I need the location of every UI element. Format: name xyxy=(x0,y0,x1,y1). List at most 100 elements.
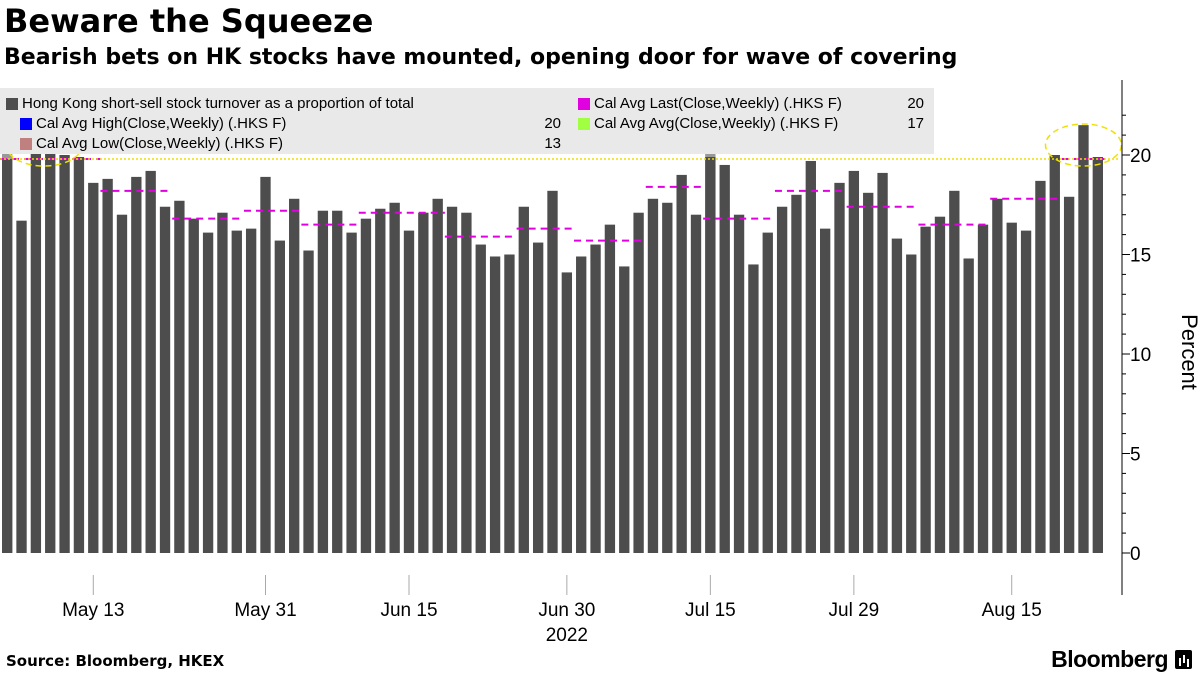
x-tick-label: Aug 15 xyxy=(982,600,1042,621)
bar xyxy=(202,232,214,554)
legend-label: Cal Avg Last(Close,Weekly) (.HKS F) xyxy=(594,95,842,112)
bar xyxy=(863,192,874,553)
bar xyxy=(131,176,142,553)
bar xyxy=(303,250,314,553)
bar xyxy=(217,212,228,553)
legend-item-avg-last: Cal Avg Last(Close,Weekly) (.HKS F) 20 xyxy=(578,94,928,114)
bar xyxy=(619,266,630,553)
bar xyxy=(1035,180,1046,553)
bar-series xyxy=(2,125,1103,554)
bar xyxy=(102,178,113,553)
bloomberg-terminal-icon xyxy=(1175,650,1192,669)
bar xyxy=(1063,196,1075,554)
bar xyxy=(676,174,687,553)
bar xyxy=(834,182,845,554)
bar xyxy=(360,218,372,553)
bar xyxy=(647,198,659,553)
bar xyxy=(532,242,544,553)
chart-title: Beware the Squeeze xyxy=(4,2,374,40)
y-tick-label: 0 xyxy=(1130,544,1141,565)
bar xyxy=(16,220,27,554)
x-tick-label: May 13 xyxy=(62,600,124,621)
bar xyxy=(762,232,773,554)
bar xyxy=(518,206,529,554)
bar xyxy=(576,256,587,553)
bar xyxy=(245,228,257,553)
bar xyxy=(59,155,70,553)
bar xyxy=(1078,125,1089,554)
legend-value: 20 xyxy=(544,115,561,132)
bar xyxy=(418,212,429,553)
legend-value: 17 xyxy=(907,115,924,132)
legend-swatch xyxy=(20,138,32,150)
legend-swatch xyxy=(20,118,32,130)
legend-swatch xyxy=(578,118,590,130)
bar xyxy=(159,206,171,554)
legend-value: 13 xyxy=(544,135,561,152)
bar xyxy=(289,198,300,553)
bar xyxy=(805,160,816,553)
x-tick-label: Jun 30 xyxy=(538,600,595,621)
bar xyxy=(116,214,128,553)
bar xyxy=(1006,222,1017,553)
bar xyxy=(188,218,199,553)
bar xyxy=(748,264,759,553)
bar xyxy=(819,228,831,553)
bar xyxy=(662,202,673,553)
bar xyxy=(633,212,644,553)
legend: Hong Kong short-sell stock turnover as a… xyxy=(0,88,934,154)
legend-label: Cal Avg Low(Close,Weekly) (.HKS F) xyxy=(36,135,284,152)
bar xyxy=(504,254,515,553)
legend-label: Cal Avg Avg(Close,Weekly) (.HKS F) xyxy=(594,115,839,132)
bar xyxy=(274,240,286,553)
bar xyxy=(977,224,989,553)
bar xyxy=(733,214,745,553)
bar xyxy=(332,210,343,553)
y-tick-label: 15 xyxy=(1130,246,1151,267)
bar-lower-part xyxy=(2,158,13,554)
legend-label: Cal Avg High(Close,Weekly) (.HKS F) xyxy=(36,115,287,132)
bar xyxy=(949,190,960,553)
bar xyxy=(317,210,329,553)
bar xyxy=(791,194,802,554)
bar xyxy=(906,254,917,553)
bar xyxy=(461,212,472,553)
x-tick-label: Jul 29 xyxy=(829,600,880,621)
bar xyxy=(992,198,1003,553)
bar xyxy=(547,190,558,553)
bar xyxy=(891,238,903,553)
bar xyxy=(877,172,888,553)
y-tick-label: 10 xyxy=(1130,345,1151,366)
bar xyxy=(690,214,702,553)
x-year-label: 2022 xyxy=(546,625,588,646)
legend-item-avg-high: Cal Avg High(Close,Weekly) (.HKS F) 20 xyxy=(20,114,565,134)
legend-swatch xyxy=(6,98,18,110)
bar xyxy=(934,216,946,553)
x-tick-label: May 31 xyxy=(234,600,296,621)
bar xyxy=(590,244,601,554)
bar xyxy=(776,206,788,554)
bloomberg-logo: Bloomberg xyxy=(1051,646,1168,672)
bar xyxy=(1020,230,1032,553)
bar xyxy=(446,206,458,554)
y-axis: 0 5 10 15 20 xyxy=(1121,80,1151,595)
legend-swatch xyxy=(578,98,590,110)
bar xyxy=(1049,155,1060,553)
bar xyxy=(963,258,974,553)
x-tick-label: Jun 15 xyxy=(380,600,437,621)
bar-lower-part xyxy=(705,156,716,554)
bar xyxy=(920,226,931,553)
bar xyxy=(145,170,156,554)
source-note: Source: Bloomberg, HKEX xyxy=(6,652,225,670)
bar xyxy=(561,272,573,553)
bar xyxy=(432,198,443,553)
y-tick-label: 5 xyxy=(1130,445,1141,466)
bar xyxy=(346,232,357,554)
highlight-circle-end xyxy=(1044,123,1123,167)
legend-value: 20 xyxy=(907,95,924,112)
legend-item-avg-avg: Cal Avg Avg(Close,Weekly) (.HKS F) 17 xyxy=(578,114,928,134)
y-tick-label: 20 xyxy=(1130,146,1151,167)
bar xyxy=(174,200,185,553)
bar xyxy=(88,182,99,554)
